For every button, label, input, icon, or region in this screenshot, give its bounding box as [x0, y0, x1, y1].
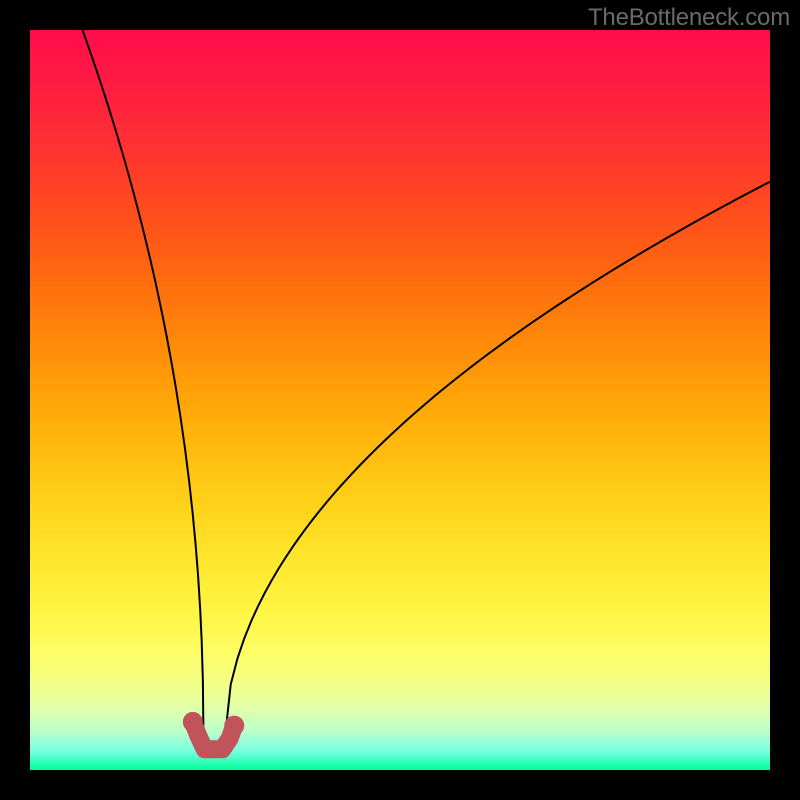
chart-frame: TheBottleneck.com	[0, 0, 800, 800]
curve-overlay	[30, 30, 770, 770]
watermark-text: TheBottleneck.com	[588, 4, 790, 32]
curve-right-branch	[224, 182, 770, 748]
plot-area	[30, 30, 770, 770]
curve-left-branch	[83, 30, 204, 748]
valley-marker-start-blob	[183, 712, 203, 732]
valley-marker-end-blob	[224, 716, 244, 736]
